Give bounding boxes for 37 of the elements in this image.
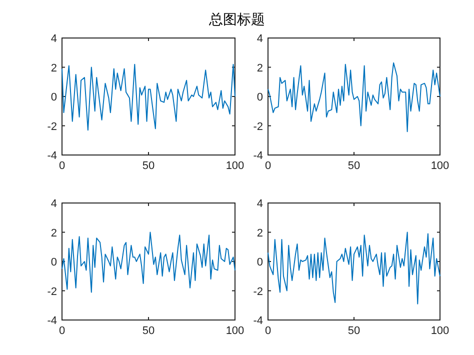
y-tick-label: 4 — [50, 33, 57, 45]
x-tick-label: 100 — [430, 160, 450, 172]
y-tick-label: -2 — [253, 120, 263, 133]
x-tick-label: 50 — [348, 325, 360, 337]
y-tick-label: 0 — [50, 92, 57, 104]
line-series — [62, 232, 236, 293]
line-series — [268, 62, 440, 132]
line-series — [268, 232, 440, 304]
y-tick-label: -4 — [47, 150, 57, 162]
y-tick-label: 0 — [50, 256, 57, 268]
y-tick-label: 2 — [50, 227, 57, 240]
y-tick-label: 4 — [256, 198, 263, 210]
y-tick-label: 4 — [50, 198, 57, 210]
y-tick-label: 2 — [50, 62, 57, 74]
y-tick-label: 4 — [256, 33, 263, 45]
y-tick-label: 0 — [256, 256, 263, 268]
x-tick-label: 0 — [58, 325, 66, 337]
x-tick-label: 50 — [142, 160, 155, 172]
y-tick-label: -4 — [253, 150, 263, 162]
x-tick-label: 100 — [430, 325, 450, 337]
y-tick-label: 0 — [256, 92, 263, 104]
x-tick-label: 100 — [226, 325, 244, 337]
y-tick-label: -4 — [253, 315, 263, 327]
x-tick-label: 0 — [264, 160, 272, 172]
y-tick-label: -4 — [47, 315, 57, 327]
y-tick-label: 2 — [256, 227, 263, 240]
x-tick-label: 100 — [226, 160, 244, 172]
y-tick-label: 2 — [256, 62, 263, 74]
y-tick-label: -2 — [253, 286, 263, 298]
y-tick-label: -2 — [47, 120, 57, 133]
chart-title: 总图标题 — [208, 11, 265, 27]
x-tick-label: 0 — [264, 325, 272, 337]
y-tick-label: -2 — [47, 286, 57, 298]
x-tick-label: 50 — [348, 160, 360, 172]
x-tick-label: 50 — [142, 325, 155, 337]
x-tick-label: 0 — [58, 160, 66, 172]
line-series — [62, 64, 236, 131]
